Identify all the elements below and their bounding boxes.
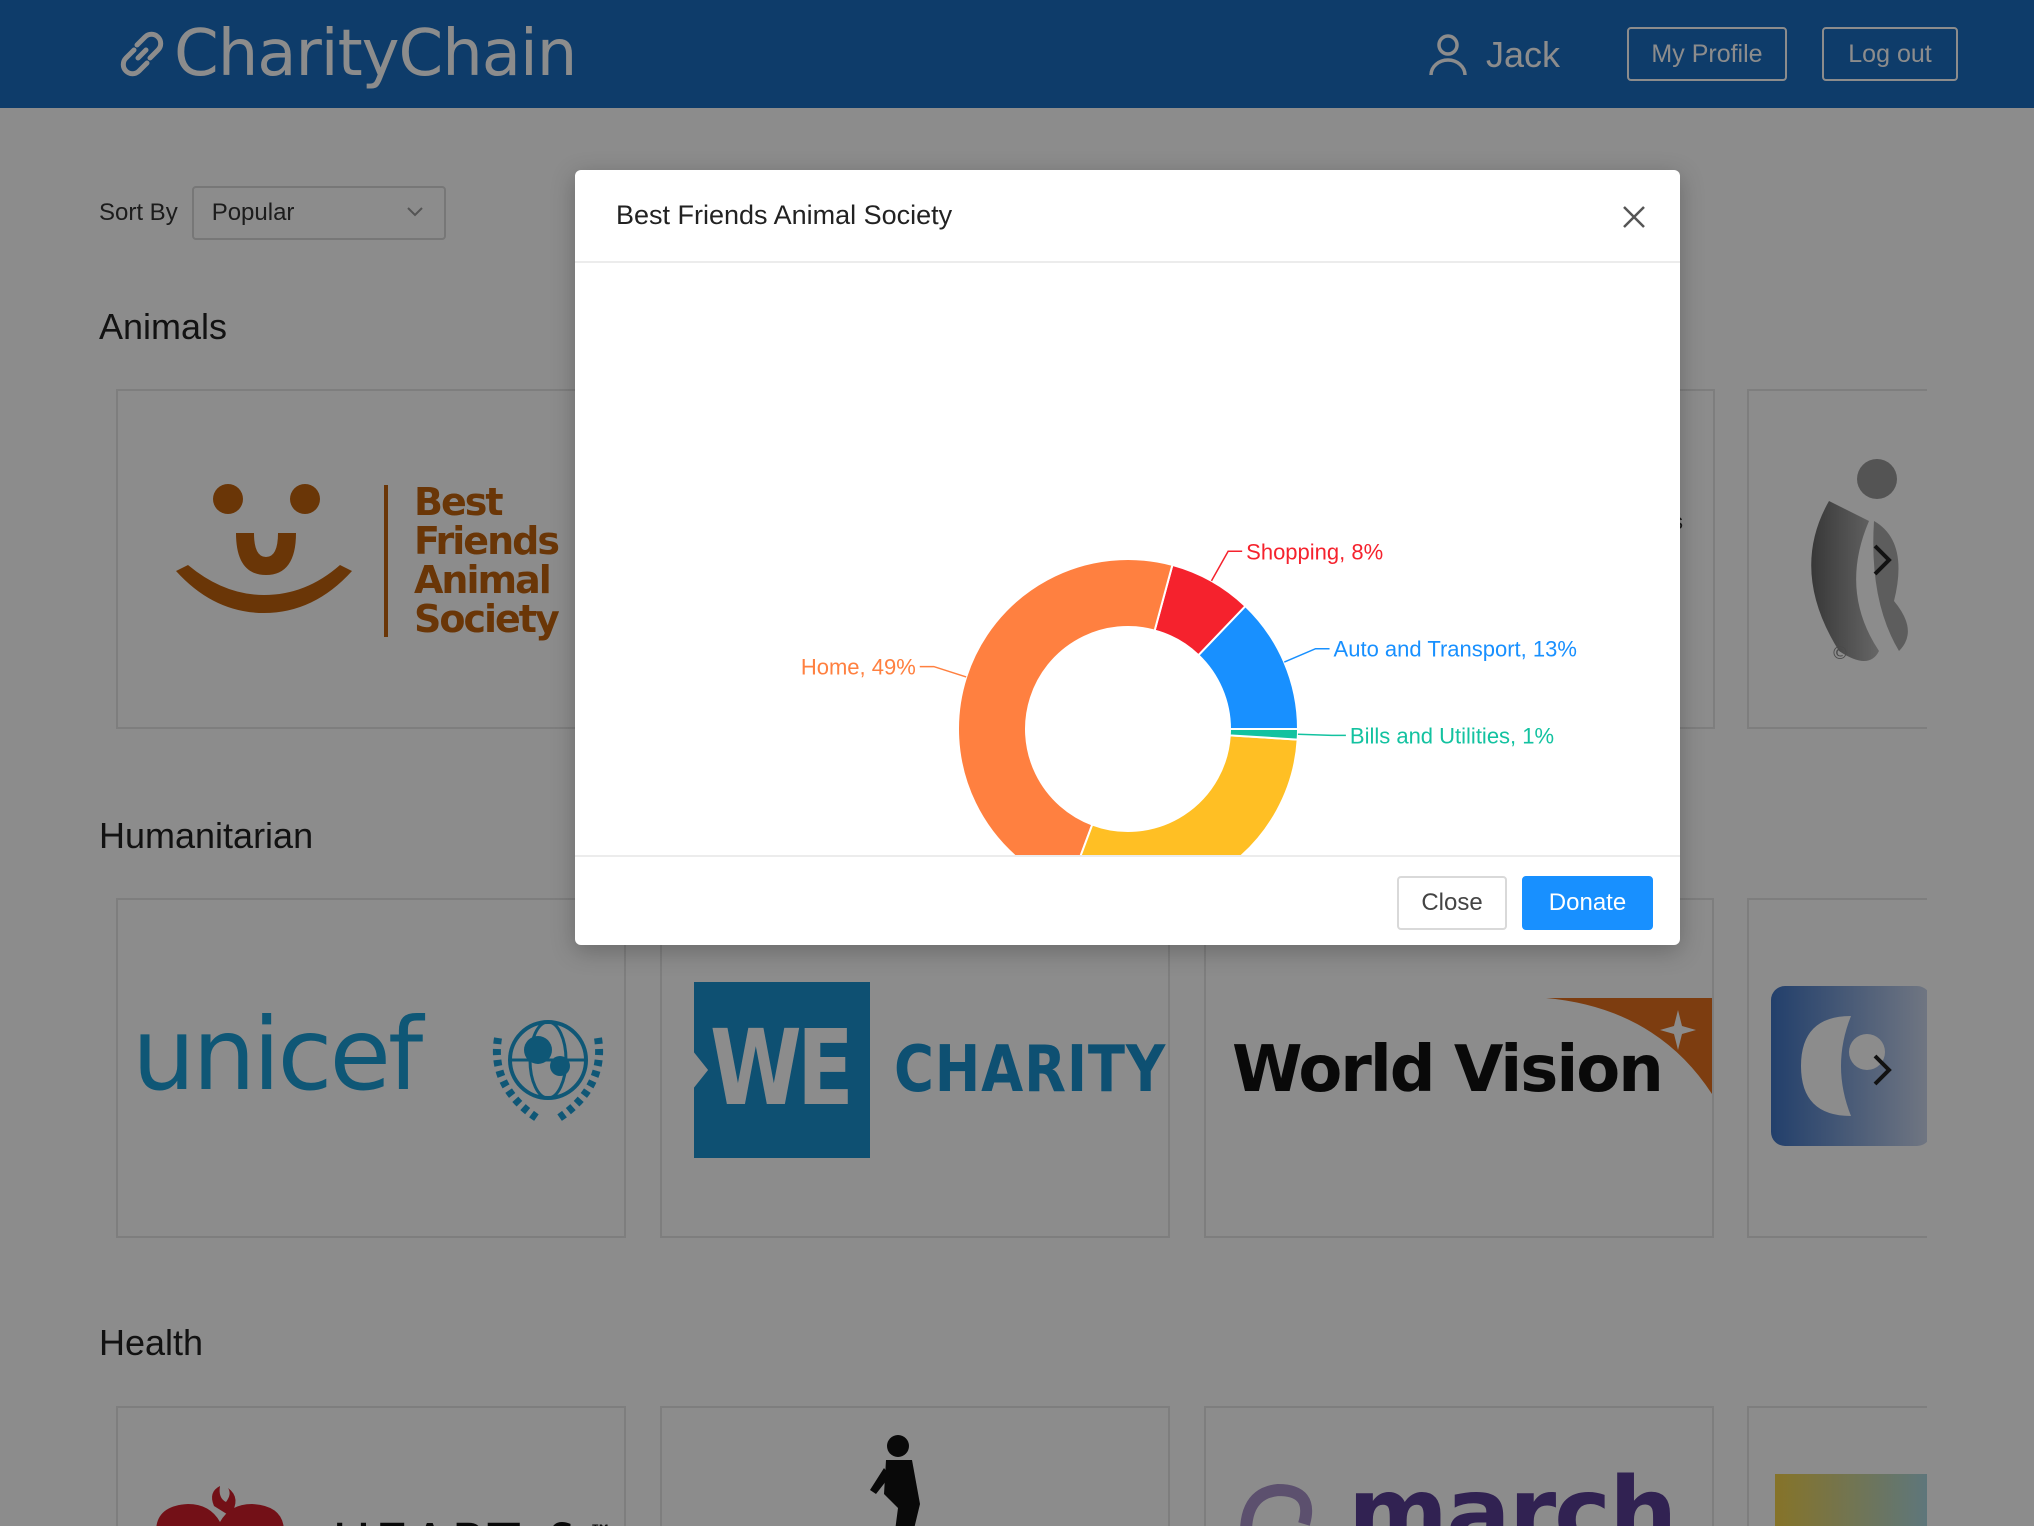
user-icon (1429, 34, 1467, 76)
wordmark-line: Best (414, 480, 504, 524)
user-menu[interactable]: Jack (1428, 30, 1560, 80)
slice-label: Auto and Transport, 13% (1334, 637, 1577, 662)
unicef-emblem-icon (493, 1020, 603, 1124)
heart-logo-icon (156, 1486, 284, 1526)
we-wordmark: WE (710, 1007, 854, 1129)
charity-card-world-vision[interactable]: World Vision (1204, 898, 1714, 1238)
wordmark-line: Animal (414, 558, 552, 602)
chain-link-icon (120, 31, 164, 77)
brand-name: CharityChain (174, 17, 577, 91)
chevron-down-icon (406, 207, 423, 217)
partial-logo-image (1771, 986, 1927, 1146)
modal-footer: Close Donate (575, 855, 1680, 945)
march-wordmark: march (1348, 1457, 1677, 1526)
heart-text: HEART & (332, 1513, 589, 1526)
section-title-humanitarian: Humanitarian (99, 815, 314, 856)
modal-header: Best Friends Animal Society (575, 170, 1680, 263)
march-logo-icon (1240, 1483, 1313, 1526)
charity-card-best-friends[interactable]: Best Friends Animal Society (116, 389, 626, 729)
slice-label: Shopping, 8% (1246, 539, 1383, 564)
wordmark-line: Friends (414, 519, 560, 563)
sort-selected-value: Popular (211, 199, 295, 226)
charity-card-health-4[interactable] (1747, 1406, 1927, 1526)
best-friends-wordmark: Best Friends Animal Society (414, 480, 560, 641)
slice-leader-line (1210, 550, 1243, 582)
my-profile-button[interactable]: My Profile (1627, 27, 1787, 81)
app-header: CharityChain Jack My Profile Log out (0, 0, 2034, 108)
section-title-health: Health (99, 1322, 204, 1363)
charity-card-animals-4[interactable]: © (1747, 389, 1927, 729)
carousel-next-arrow-humanitarian[interactable] (1862, 1050, 1902, 1090)
wordmark-line: Society (414, 597, 560, 641)
slice-label: Bills and Utilities, 1% (1350, 723, 1554, 748)
brand-logo[interactable]: CharityChain (112, 17, 577, 91)
carousel-next-arrow-animals[interactable] (1862, 540, 1902, 580)
charity-card-heart[interactable]: HEART &™ (116, 1406, 626, 1526)
slice-leader-line (1297, 733, 1346, 737)
charity-card-unicef[interactable]: unicef (116, 898, 626, 1238)
we-charity-badge (694, 982, 870, 1158)
runner-silhouette-icon (870, 1435, 920, 1526)
world-vision-wordmark: World Vision (1232, 1033, 1664, 1107)
close-icon[interactable] (1619, 202, 1649, 232)
charity-wordmark: CHARITY (894, 1033, 1167, 1107)
sort-select[interactable]: Popular (191, 186, 446, 240)
user-name: Jack (1486, 34, 1561, 75)
sort-label: Sort By (99, 199, 178, 226)
charity-details-modal: Best Friends Animal Society Auto and Tra… (575, 170, 1680, 945)
modal-title: Best Friends Animal Society (616, 200, 953, 230)
charity-card-runner[interactable] (660, 1406, 1170, 1526)
charity-card-march[interactable]: march (1204, 1406, 1714, 1526)
donate-button[interactable]: Donate (1522, 876, 1653, 930)
charity-card-humanitarian-4[interactable] (1747, 898, 1927, 1238)
donation-breakdown-donut-chart: Auto and Transport, 13% Shopping, 8% Home,… (801, 539, 1577, 855)
partial-logo-image (1775, 1474, 1927, 1526)
sort-control: Sort By Popular (99, 186, 446, 240)
unicef-wordmark: unicef (132, 996, 423, 1113)
best-friends-logo (176, 484, 388, 637)
slice-label: Home, 49% (801, 655, 916, 680)
modal-body: Auto and Transport, 13% Shopping, 8% Home,… (575, 265, 1680, 1027)
section-title-animals: Animals (99, 306, 228, 347)
donut-slice-bills-and-utilities[interactable] (1228, 728, 1300, 741)
charity-card-we-charity[interactable]: WE CHARITY (660, 898, 1170, 1238)
logout-button[interactable]: Log out (1822, 27, 1958, 81)
donut-slice-food-and-dining[interactable] (1068, 734, 1299, 855)
slice-leader-line (919, 665, 967, 678)
svg-text:©: © (1831, 643, 1849, 664)
donut-slice-home[interactable] (957, 558, 1174, 855)
heart-wordmark: HEART &™ (332, 1504, 617, 1526)
close-button[interactable]: Close (1397, 876, 1507, 930)
world-vision-star-icon (1546, 998, 1712, 1094)
slice-leader-line (1283, 647, 1330, 663)
